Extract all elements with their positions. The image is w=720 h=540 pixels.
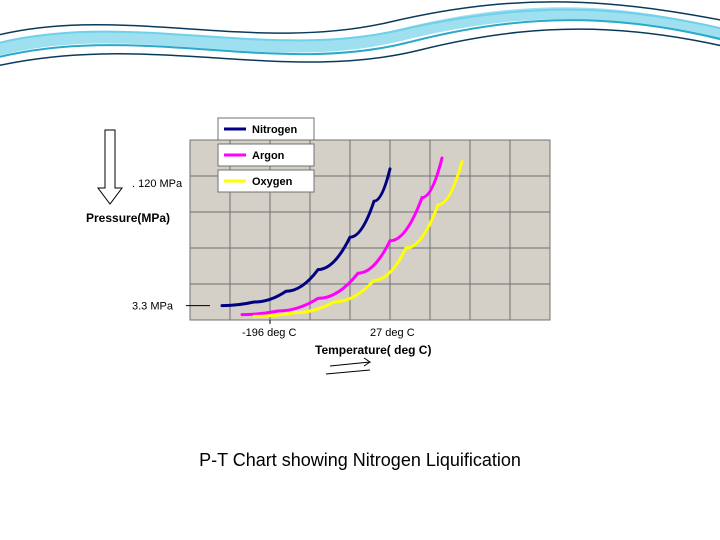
wave-decor (0, 0, 720, 90)
chart-area: . 120 MPa 3.3 MPa Pressure(MPa) -196 deg C 2… (80, 110, 640, 410)
legend-label: Oxygen (252, 176, 293, 188)
pressure-arrow-icon (98, 130, 122, 204)
temperature-arrow-icon (326, 358, 370, 374)
slide-root: . 120 MPa 3.3 MPa Pressure(MPa) -196 deg C 2… (0, 0, 720, 540)
x-tick-label: -196 deg C (242, 327, 296, 339)
chart-caption: P-T Chart showing Nitrogen Liquification (0, 450, 720, 471)
y-annotation: . 120 MPa (132, 178, 183, 190)
y-axis-label: Pressure(MPa) (86, 211, 170, 225)
x-tick-label: 27 deg C (370, 327, 415, 339)
legend-label: Nitrogen (252, 124, 298, 136)
legend-label: Argon (252, 150, 285, 162)
plot-area (190, 140, 550, 320)
pt-chart: . 120 MPa 3.3 MPa Pressure(MPa) -196 deg C 2… (80, 110, 640, 410)
x-axis-label: Temperature( deg C) (315, 343, 431, 357)
y-annotation: 3.3 MPa (132, 301, 174, 313)
